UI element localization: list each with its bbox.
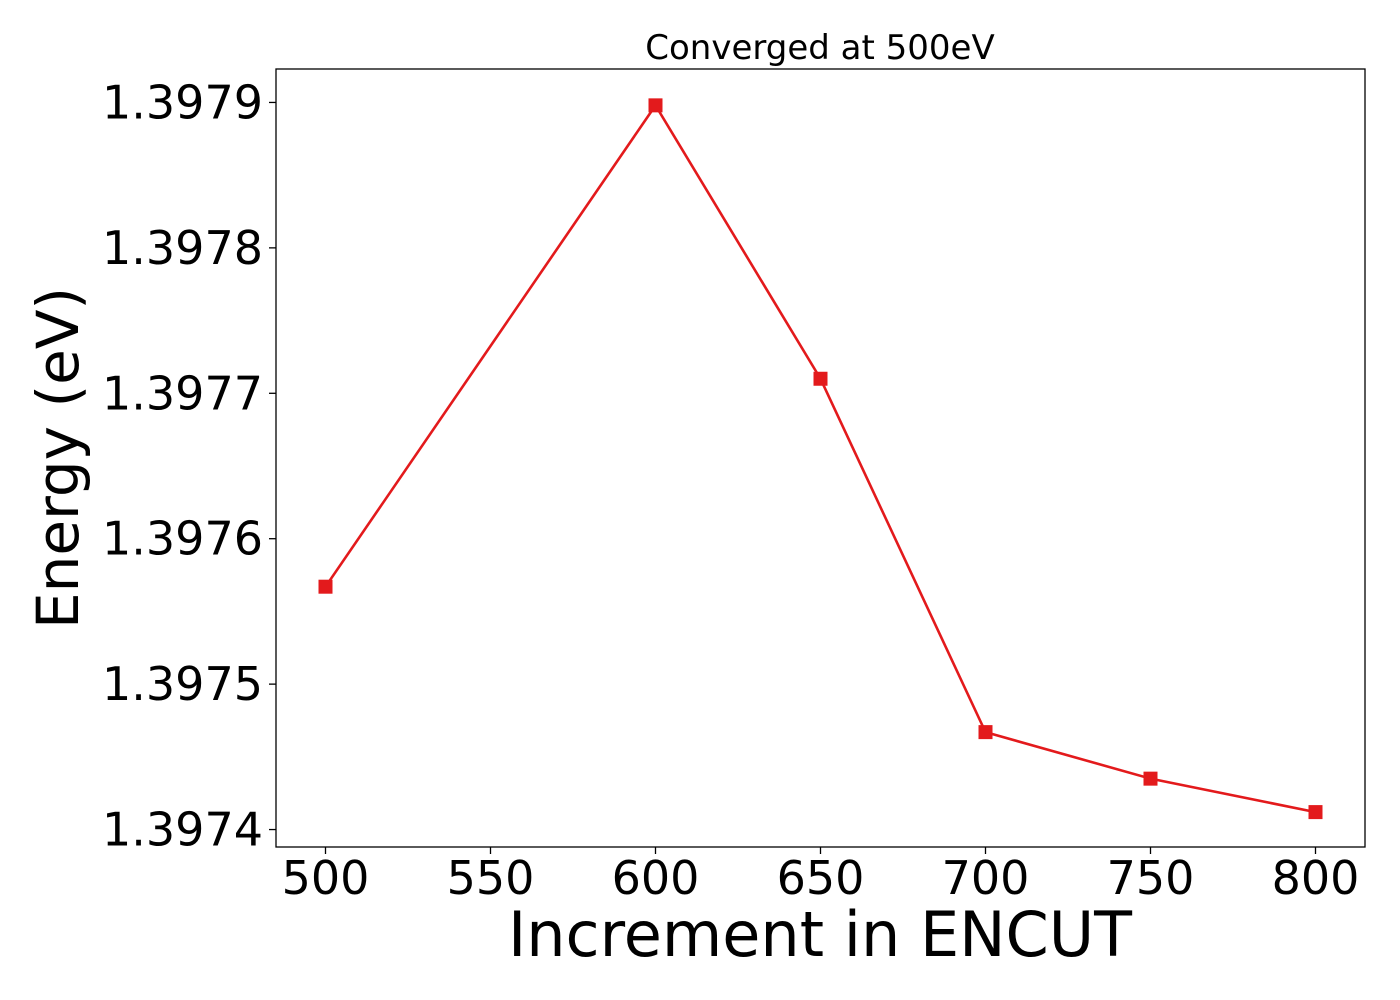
series-line xyxy=(324,104,1316,814)
data-point xyxy=(318,579,333,594)
data-point xyxy=(1308,805,1323,820)
plot-area xyxy=(275,68,1366,848)
y-tick-label: 1.3979 xyxy=(102,75,263,129)
y-tick-label: 1.3976 xyxy=(102,512,263,566)
y-axis-label: Energy (eV) xyxy=(24,287,92,629)
y-tick-label: 1.3978 xyxy=(102,221,263,275)
data-point xyxy=(648,98,663,113)
series-layer xyxy=(318,98,1323,820)
x-tick-label: 600 xyxy=(612,851,700,905)
x-tick-label: 700 xyxy=(942,851,1030,905)
x-tick-label: 500 xyxy=(282,851,370,905)
y-axis: 1.3974 1.3975 1.3976 1.3977 1.3978 1.3979 xyxy=(102,75,276,857)
x-axis: 500 550 600 650 700 750 800 xyxy=(282,847,1360,905)
chart-title: Converged at 500eV xyxy=(645,28,994,68)
y-tick-label: 1.3974 xyxy=(102,803,263,857)
x-tick-label: 800 xyxy=(1272,851,1360,905)
x-axis-label: Increment in ENCUT xyxy=(508,898,1133,971)
y-tick-label: 1.3977 xyxy=(102,366,263,420)
x-tick-label: 550 xyxy=(447,851,535,905)
data-point xyxy=(813,371,828,386)
data-point xyxy=(1143,771,1158,786)
x-tick-label: 650 xyxy=(777,851,865,905)
x-tick-label: 750 xyxy=(1107,851,1195,905)
y-tick-label: 1.3975 xyxy=(102,657,263,711)
data-point xyxy=(978,725,993,740)
